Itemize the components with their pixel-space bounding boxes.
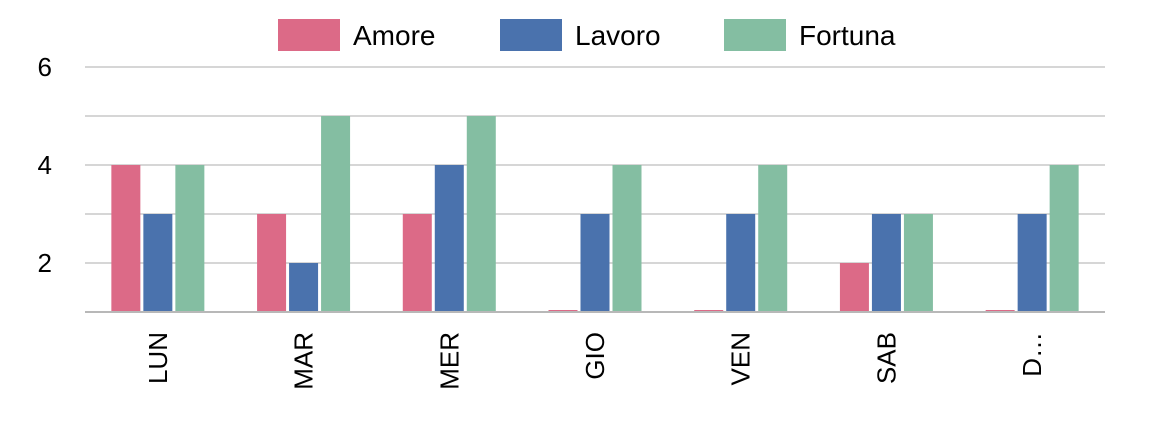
bar-lavoro-1 [289,263,319,312]
bar-amore-2 [402,214,432,312]
bar-lavoro-4 [726,214,756,312]
bar-fortuna-3 [612,165,642,312]
legend-swatch [724,19,786,51]
legend-label: Fortuna [799,20,896,51]
legend-label: Amore [353,20,435,51]
bar-fortuna-6 [1049,165,1079,312]
x-tick-label: GIO [580,332,610,380]
y-tick-label: 4 [38,150,52,180]
bar-lavoro-3 [580,214,610,312]
x-tick-label: VEN [726,332,756,385]
legend-item-lavoro[interactable]: Lavoro [500,19,661,51]
legend-swatch [500,19,562,51]
bar-fortuna-2 [466,116,496,312]
x-tick-label: SAB [871,332,901,384]
bar-amore-1 [257,214,287,312]
bar-lavoro-5 [871,214,901,312]
x-tick-label: D… [1017,332,1047,377]
bar-amore-0 [111,165,141,312]
bars [111,116,1079,312]
bar-amore-5 [839,263,869,312]
x-tick-label: MAR [289,332,319,390]
x-tick-label: LUN [143,332,173,384]
bar-fortuna-0 [175,165,205,312]
x-tick-label: MER [434,332,464,390]
bar-fortuna-1 [321,116,351,312]
bar-fortuna-4 [758,165,788,312]
bar-lavoro-2 [434,165,464,312]
x-axis-ticks: LUN MAR MER GIO VEN SAB D… [143,332,1047,390]
y-axis-ticks: 2 4 6 [38,52,52,278]
legend-label: Lavoro [575,20,661,51]
bar-lavoro-0 [143,214,173,312]
legend: Amore Lavoro Fortuna [278,19,896,51]
y-tick-label: 6 [38,52,52,82]
y-tick-label: 2 [38,248,52,278]
bar-fortuna-5 [903,214,933,312]
legend-item-amore[interactable]: Amore [278,19,435,51]
legend-item-fortuna[interactable]: Fortuna [724,19,896,51]
bar-lavoro-6 [1017,214,1047,312]
gridlines [85,66,1105,264]
legend-swatch [278,19,340,51]
